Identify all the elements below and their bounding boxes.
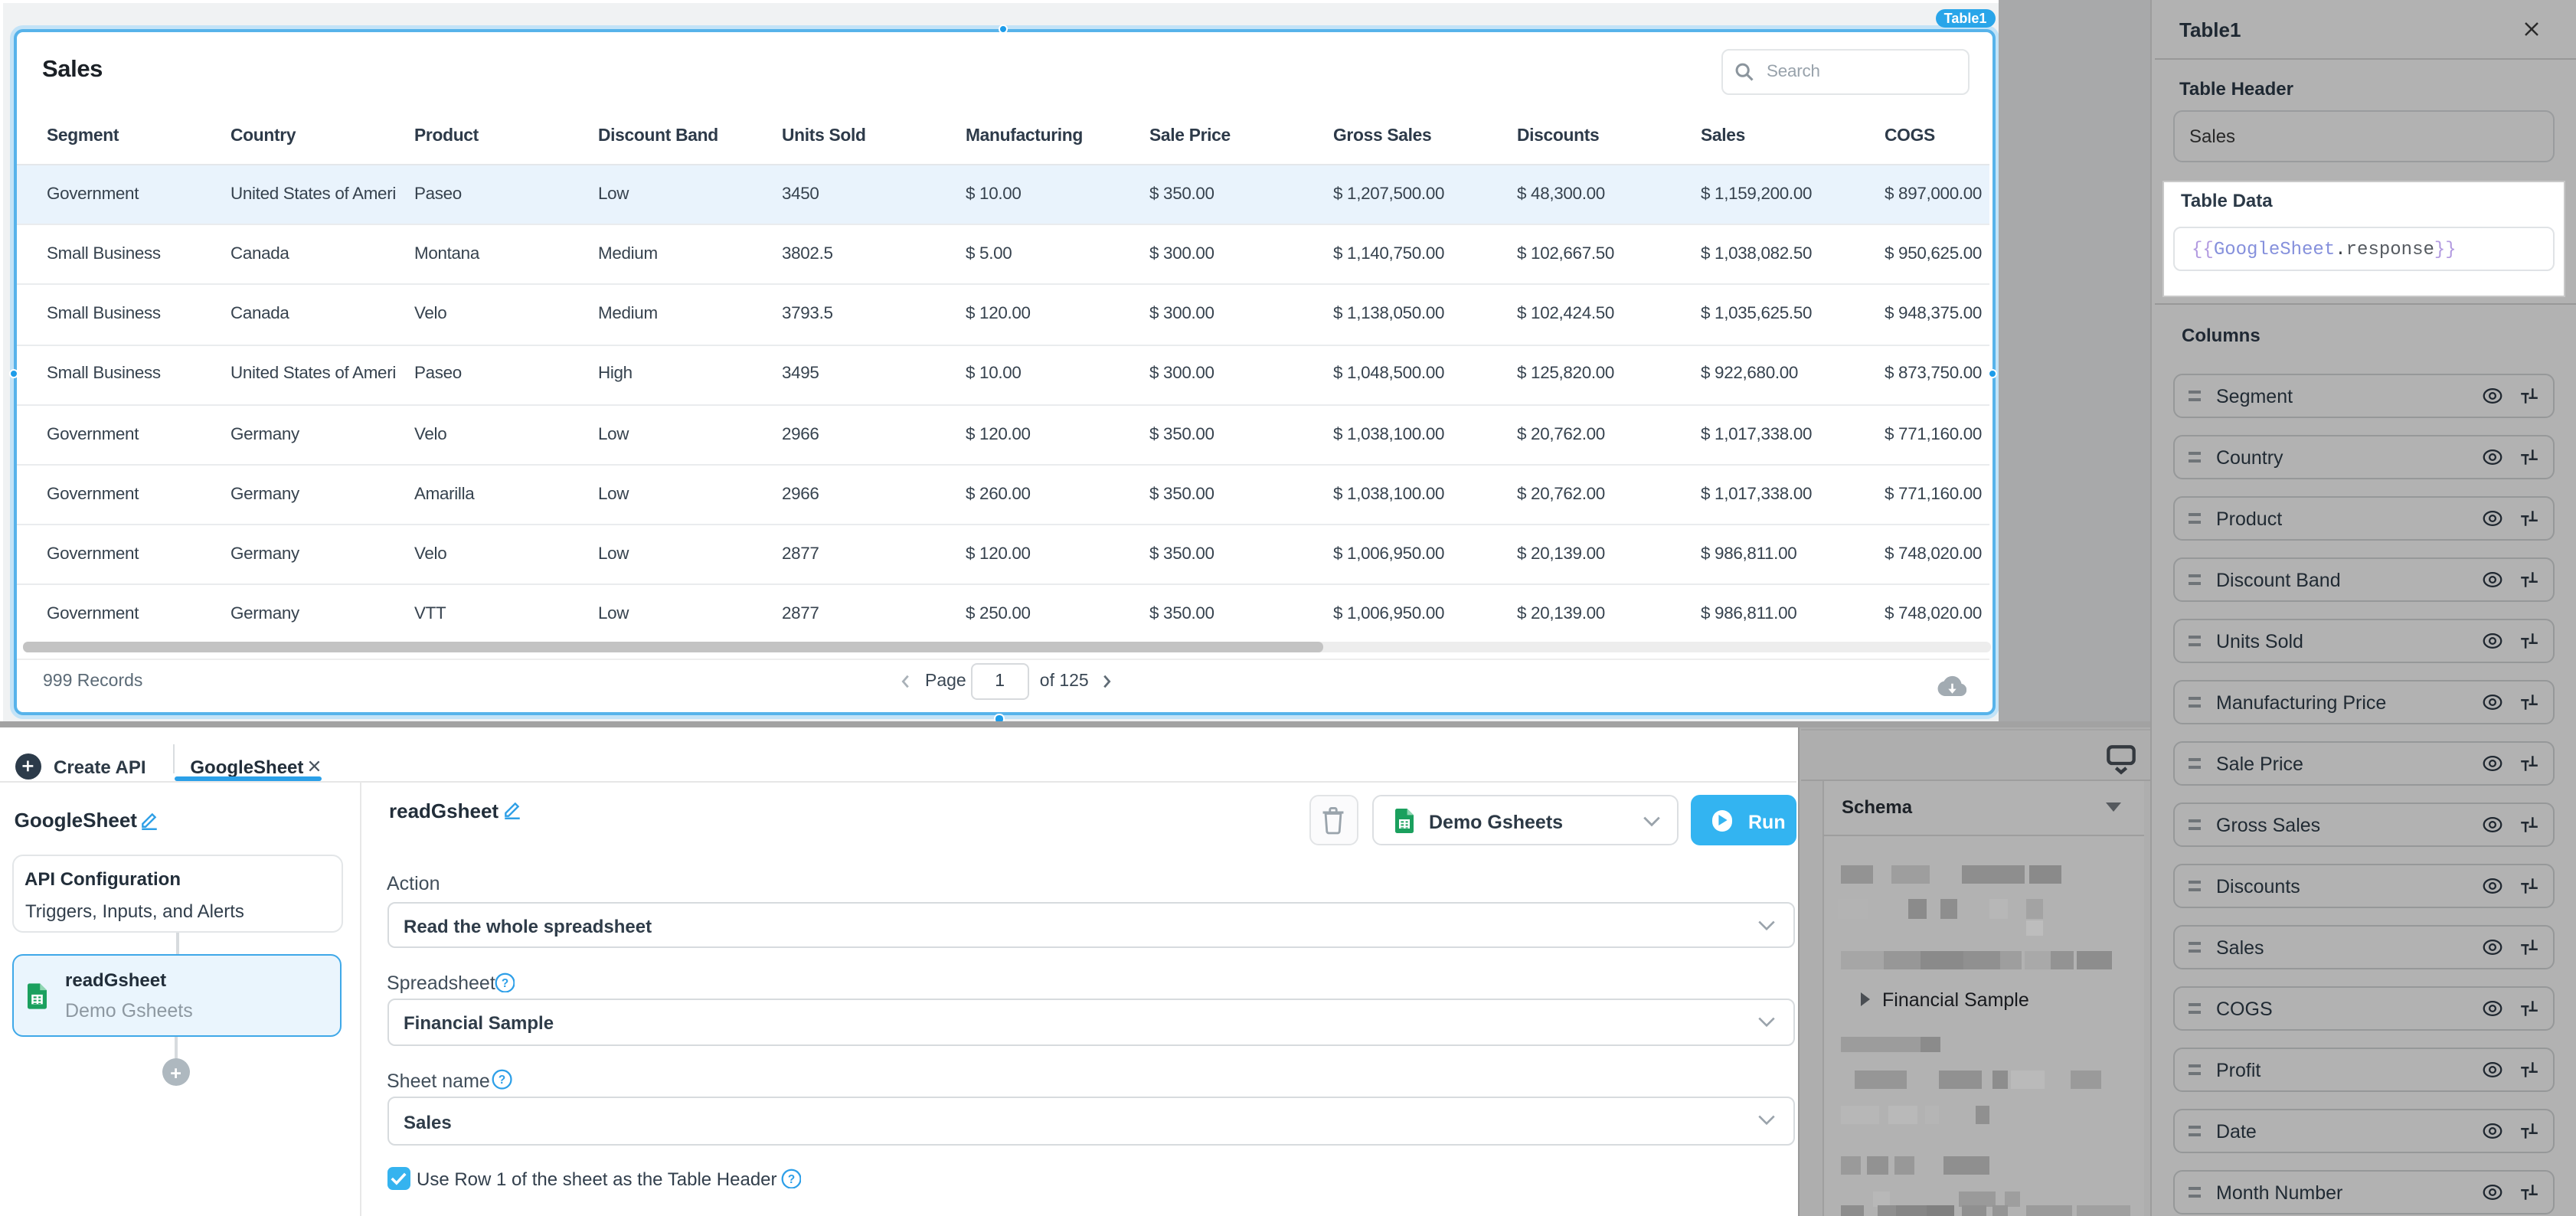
svg-text:?: ?: [501, 976, 508, 989]
svg-text:?: ?: [499, 1074, 505, 1087]
svg-text:?: ?: [787, 1173, 794, 1186]
